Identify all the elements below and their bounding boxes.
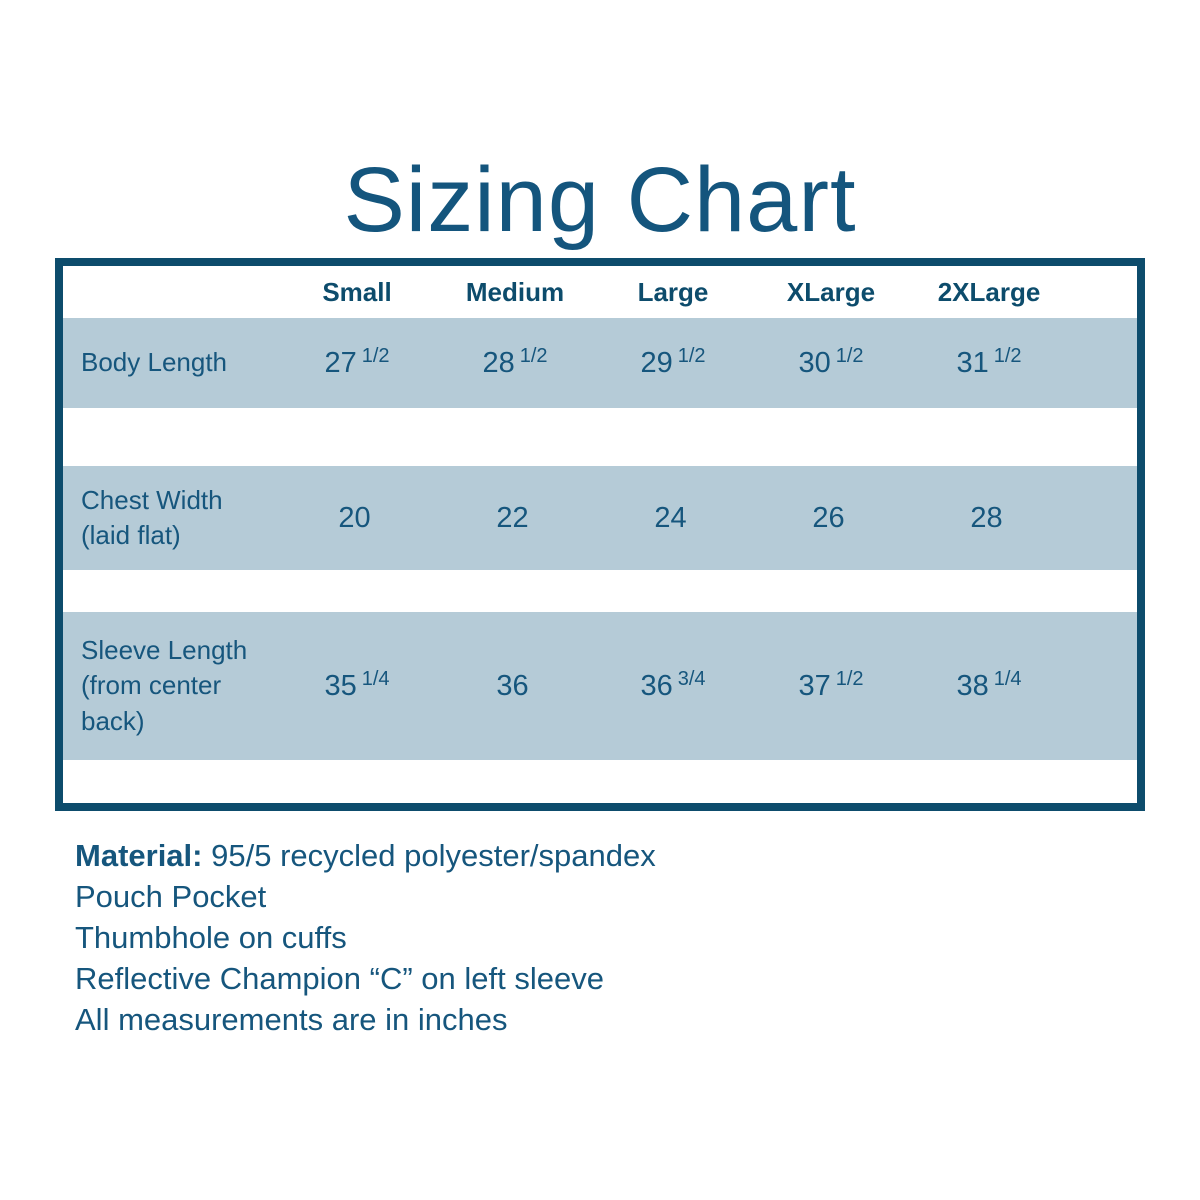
table-cell: 27 1/2 [324,344,390,379]
note-thumbhole: Thumbhole on cuffs [75,920,347,955]
note-material-value: 95/5 recycled polyester/spandex [211,838,656,873]
spacer-row [63,570,1137,612]
table-cell: 29 1/2 [640,344,706,379]
footer-notes: Material: 95/5 recycled polyester/spandex… [75,835,656,1040]
column-header-small: Small [322,276,392,307]
note-material-label: Material: [75,838,203,873]
note-material: Material: 95/5 recycled polyester/spandex [75,835,656,876]
note-reflective-logo: Reflective Champion “C” on left sleeve [75,961,604,996]
table-row-sleeve-length: Sleeve Length (from center back) 35 1/4 3… [63,612,1137,760]
spacer-row [63,760,1137,803]
sizing-table: Small Medium Large XLarge 2XLarge Body L… [55,258,1145,811]
table-cell: 38 1/4 [956,667,1022,702]
spacer-row [63,408,1137,466]
table-cell: 22 [496,501,529,534]
table-cell: 31 1/2 [956,344,1022,379]
table-cell: 28 1/2 [482,344,548,379]
row-label: Chest Width (laid flat) [81,484,223,550]
table-row-body-length: Body Length 27 1/2 28 1/2 29 1/2 30 1/2 31 1/… [63,318,1137,408]
table-cell: 36 [496,669,529,702]
column-header-large: Large [637,276,709,307]
table-cell: 30 1/2 [798,344,864,379]
column-header-2xlarge: 2XLarge [937,276,1041,307]
row-label: Body Length [81,347,228,378]
table-cell: 28 [970,501,1003,534]
table-cell: 24 [654,501,687,534]
table-cell: 36 3/4 [640,667,706,702]
note-pouch-pocket: Pouch Pocket [75,879,267,914]
column-header-medium: Medium [465,276,565,307]
column-header-xlarge: XLarge [786,276,876,307]
table-cell: 20 [338,501,371,534]
table-cell: 37 1/2 [798,667,864,702]
note-measurements-units: All measurements are in inches [75,1002,508,1037]
table-cell: 35 1/4 [324,667,390,702]
row-label: Sleeve Length (from center back) [81,635,248,736]
table-cell: 26 [812,501,845,534]
table-row-chest-width: Chest Width (laid flat) 20 22 24 26 28 [63,466,1137,570]
table-header-row: Small Medium Large XLarge 2XLarge [63,266,1137,318]
page-title: Sizing Chart [343,149,857,251]
